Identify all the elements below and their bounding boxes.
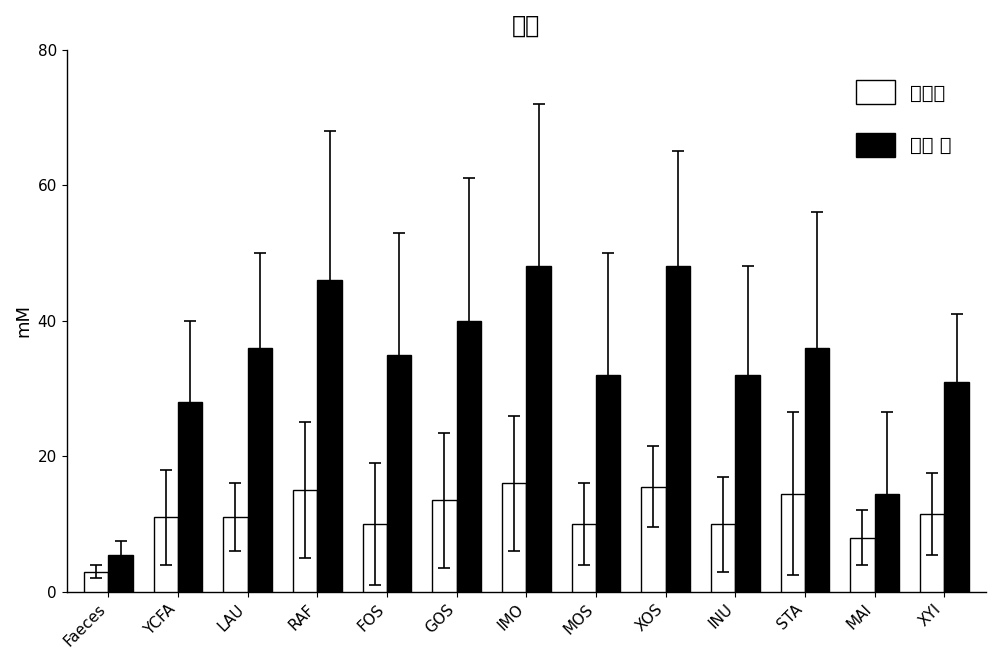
Bar (735, 375, 760, 592)
Y-axis label: mM: mM (14, 304, 32, 337)
Bar (108, 554, 133, 592)
Bar (526, 267, 551, 592)
Bar (920, 514, 944, 592)
Bar (666, 267, 690, 592)
Bar (805, 348, 829, 592)
Bar (596, 375, 620, 592)
Bar (108, 554, 133, 592)
Bar (293, 490, 317, 592)
Bar (178, 402, 202, 592)
Bar (387, 355, 411, 592)
Bar (363, 524, 387, 592)
Bar (875, 493, 899, 592)
Bar (875, 493, 899, 592)
Bar (944, 382, 969, 592)
Bar (84, 572, 108, 592)
Bar (502, 483, 526, 592)
Bar (596, 375, 620, 592)
Bar (572, 524, 596, 592)
Bar (641, 487, 666, 592)
Title: 乙酸: 乙酸 (512, 14, 540, 38)
Bar (432, 501, 457, 592)
Bar (317, 280, 342, 592)
Legend: 健康组, 便秘 组: 健康组, 便秘 组 (840, 65, 967, 172)
Bar (666, 267, 690, 592)
Bar (457, 321, 481, 592)
Bar (781, 493, 805, 592)
Bar (944, 382, 969, 592)
Bar (850, 538, 875, 592)
Bar (526, 267, 551, 592)
Bar (248, 348, 272, 592)
Bar (711, 524, 735, 592)
Bar (248, 348, 272, 592)
Bar (154, 517, 178, 592)
Bar (317, 280, 342, 592)
Bar (735, 375, 760, 592)
Bar (457, 321, 481, 592)
Bar (387, 355, 411, 592)
Bar (805, 348, 829, 592)
Bar (178, 402, 202, 592)
Bar (223, 517, 248, 592)
